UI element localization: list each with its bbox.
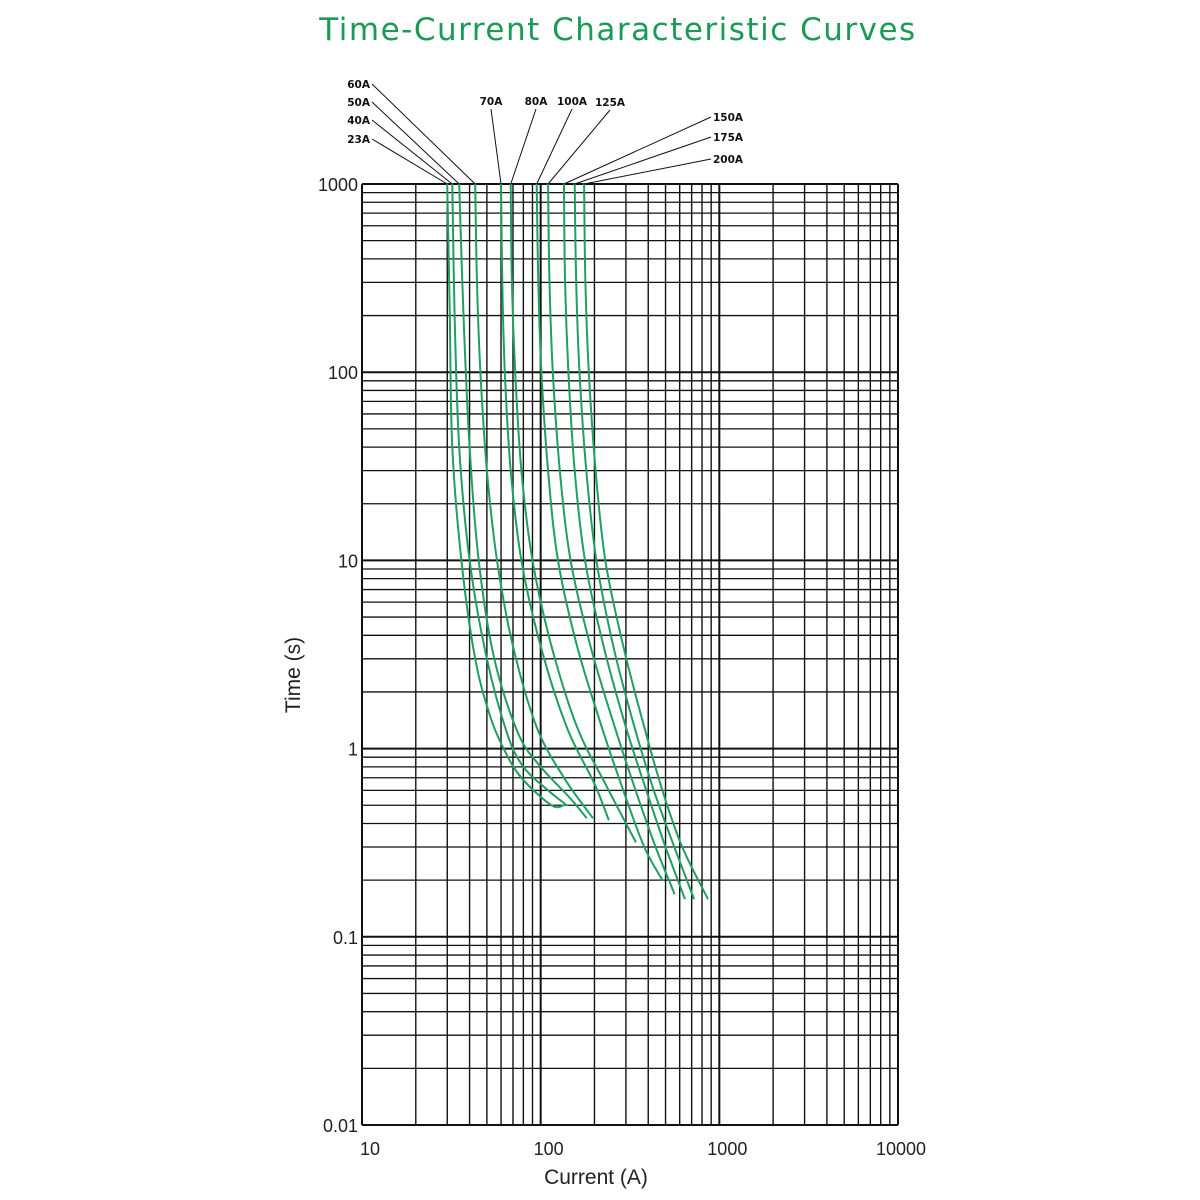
y-tick-label: 10 — [338, 551, 358, 571]
leader-line-70a — [490, 108, 502, 185]
leader-line-200a — [583, 158, 712, 185]
rating-label-200a: 200A — [713, 154, 744, 166]
chart-title: Time-Current Characteristic Curves — [318, 12, 916, 48]
leader-line-175a — [574, 136, 712, 185]
curve-50a — [458, 183, 588, 819]
rating-label-40a: 40A — [347, 115, 371, 127]
plot-grid — [361, 183, 899, 1126]
curve-150a — [563, 183, 686, 900]
leader-line-40a — [371, 119, 453, 185]
rating-label-100a: 100A — [557, 96, 588, 108]
y-tick-label: 1 — [348, 740, 358, 760]
x-tick-label: 1000 — [707, 1139, 747, 1159]
curve-23a — [446, 183, 565, 809]
leader-line-60a — [371, 83, 476, 185]
curve-125a — [547, 183, 676, 895]
rating-label-150a: 150A — [713, 112, 744, 124]
x-axis-label: Current (A) — [544, 1166, 648, 1189]
y-tick-labels: 1000 100 10 1 0.1 0.01 — [318, 175, 358, 1136]
rating-label-80a: 80A — [525, 96, 549, 108]
curve-200a — [583, 183, 709, 900]
y-tick-label: 0.01 — [323, 1116, 358, 1136]
rating-label-60a: 60A — [347, 79, 371, 91]
leader-line-150a — [563, 116, 712, 185]
rating-label-125a: 125A — [595, 97, 626, 109]
leader-line-50a — [371, 101, 460, 185]
x-tick-label: 10000 — [876, 1139, 926, 1159]
y-axis-label: Time (s) — [282, 637, 305, 713]
curve-60a — [474, 183, 594, 819]
x-tick-label: 10 — [360, 1139, 380, 1159]
curve-40a — [451, 183, 568, 807]
y-tick-label: 100 — [328, 363, 358, 383]
curve-layer — [446, 183, 709, 900]
rating-label-70a: 70A — [480, 96, 504, 108]
leader-line-23a — [371, 138, 448, 185]
curve-100a — [535, 183, 664, 882]
rating-label-50a: 50A — [347, 97, 371, 109]
leader-line-100a — [536, 108, 573, 185]
rating-leader-lines: 23A 40A 50A 60A 70A 80A 100A 125A 150A 175A 200A — [347, 79, 744, 185]
leader-line-80a — [510, 108, 537, 185]
curve-80a — [509, 183, 637, 843]
rating-label-23a: 23A — [347, 134, 371, 146]
rating-label-175a: 175A — [713, 132, 744, 144]
curve-70a — [500, 183, 610, 821]
curve-175a — [573, 183, 695, 900]
x-tick-label: 100 — [534, 1139, 564, 1159]
leader-line-125a — [547, 109, 611, 185]
y-tick-label: 1000 — [318, 175, 358, 195]
y-tick-label: 0.1 — [333, 928, 358, 948]
x-tick-labels: 10 100 1000 10000 — [360, 1139, 926, 1159]
